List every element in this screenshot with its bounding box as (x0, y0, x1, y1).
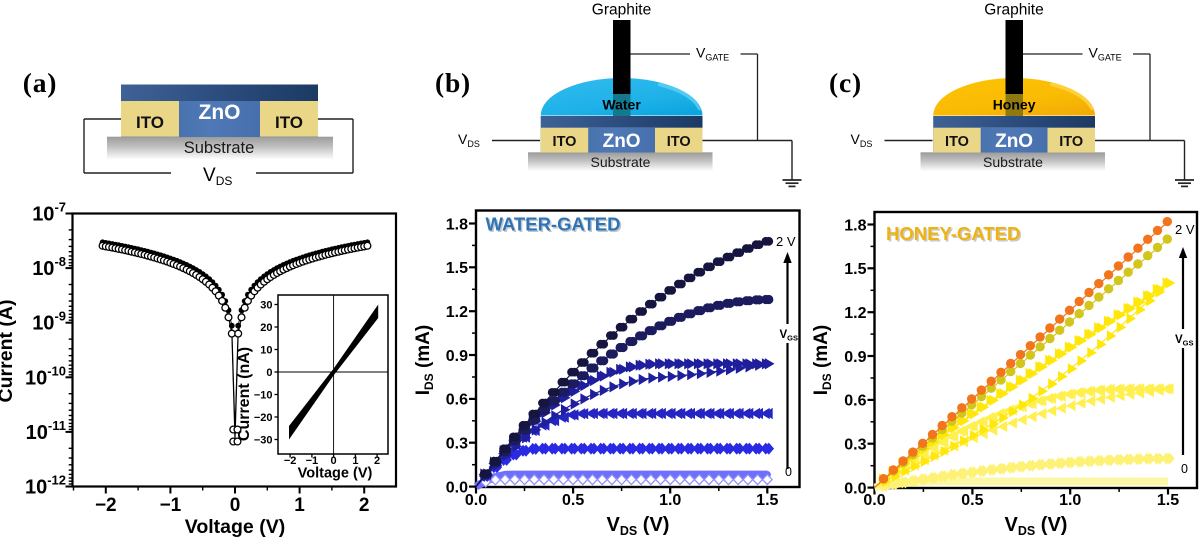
svg-text:0.9: 0.9 (844, 349, 866, 366)
svg-text:WATER-GATED: WATER-GATED (487, 215, 622, 236)
svg-text:0.0: 0.0 (446, 479, 468, 496)
svg-text:10-9: 10-9 (32, 309, 66, 335)
svg-text:0: 0 (1181, 462, 1188, 476)
svg-text:−2: −2 (284, 455, 297, 467)
svg-text:VGATE: VGATE (1089, 45, 1122, 63)
svg-text:−20: −20 (254, 412, 273, 424)
svg-text:Substrate: Substrate (983, 154, 1043, 170)
svg-text:10-12: 10-12 (25, 473, 66, 499)
svg-text:−10: −10 (254, 390, 273, 402)
svg-text:0.3: 0.3 (446, 436, 468, 453)
svg-text:IDS (mA): IDS (mA) (413, 325, 436, 396)
svg-text:−1: −1 (160, 495, 182, 516)
svg-text:0: 0 (230, 495, 241, 516)
svg-text:(b): (b) (435, 67, 471, 98)
svg-text:1: 1 (352, 455, 358, 467)
svg-text:2: 2 (359, 495, 370, 516)
svg-text:ITO: ITO (275, 113, 303, 132)
svg-text:0: 0 (785, 465, 792, 479)
svg-text:0.5: 0.5 (562, 492, 584, 509)
svg-text:ZnO: ZnO (603, 131, 641, 152)
svg-text:2 V: 2 V (1175, 222, 1195, 237)
svg-text:VGATE: VGATE (696, 45, 729, 63)
svg-text:0: 0 (331, 455, 337, 467)
svg-text:0.5: 0.5 (961, 492, 983, 509)
svg-text:ITO: ITO (1059, 134, 1083, 150)
svg-text:Voltage (V): Voltage (V) (185, 516, 285, 538)
svg-text:10-11: 10-11 (26, 418, 66, 444)
svg-text:0.6: 0.6 (446, 392, 468, 409)
svg-text:Substrate: Substrate (591, 154, 651, 170)
svg-text:20: 20 (260, 322, 272, 334)
svg-text:VDS (V): VDS (V) (607, 514, 670, 538)
svg-text:Current (nA): Current (nA) (236, 347, 253, 441)
svg-text:(c): (c) (829, 67, 862, 98)
svg-text:0.0: 0.0 (863, 492, 885, 509)
svg-text:−2: −2 (95, 495, 117, 516)
svg-text:−1: −1 (306, 455, 319, 467)
svg-text:1.0: 1.0 (1059, 492, 1081, 509)
svg-text:2 V: 2 V (776, 234, 796, 249)
svg-text:10-8: 10-8 (32, 254, 66, 280)
svg-text:IDS (mA): IDS (mA) (811, 325, 834, 396)
svg-text:10-10: 10-10 (25, 363, 66, 389)
svg-text:0.0: 0.0 (844, 480, 866, 497)
svg-text:HONEY-GATED: HONEY-GATED (888, 225, 1022, 246)
svg-text:0.0: 0.0 (465, 492, 487, 509)
svg-text:ITO: ITO (945, 134, 969, 150)
svg-text:Voltage (V): Voltage (V) (298, 466, 373, 482)
svg-text:Graphite: Graphite (984, 2, 1043, 19)
svg-text:HONEY-GATED: HONEY-GATED (886, 223, 1020, 244)
svg-text:1.5: 1.5 (446, 260, 468, 277)
svg-text:30: 30 (260, 300, 272, 312)
svg-text:ITO: ITO (553, 134, 577, 150)
svg-text:1.5: 1.5 (756, 492, 778, 509)
svg-text:1.8: 1.8 (844, 217, 866, 234)
svg-text:1.5: 1.5 (1157, 492, 1179, 509)
svg-text:VDS: VDS (203, 165, 232, 188)
svg-text:−30: −30 (254, 435, 273, 447)
svg-text:10: 10 (260, 345, 272, 357)
svg-text:0.9: 0.9 (446, 348, 468, 365)
svg-text:1.2: 1.2 (446, 304, 468, 321)
svg-text:1: 1 (294, 495, 305, 516)
svg-text:0.6: 0.6 (844, 393, 866, 410)
svg-text:2: 2 (374, 455, 380, 467)
svg-text:Honey: Honey (993, 97, 1036, 113)
svg-text:Current (A): Current (A) (0, 300, 17, 403)
svg-text:1.8: 1.8 (446, 216, 468, 233)
svg-text:ITO: ITO (667, 134, 691, 150)
svg-text:0.3: 0.3 (844, 437, 866, 454)
svg-text:Substrate: Substrate (184, 139, 255, 157)
svg-text:ZnO: ZnO (199, 101, 241, 124)
svg-text:1.2: 1.2 (844, 305, 866, 322)
svg-text:10-7: 10-7 (32, 200, 66, 226)
svg-text:(a): (a) (23, 67, 57, 98)
svg-text:ITO: ITO (136, 113, 164, 132)
svg-text:ZnO: ZnO (995, 131, 1033, 152)
svg-text:VDS: VDS (458, 131, 480, 149)
svg-text:1.5: 1.5 (844, 261, 866, 278)
svg-text:Water: Water (602, 97, 641, 113)
svg-text:VDS: VDS (851, 131, 873, 149)
svg-text:0: 0 (266, 367, 272, 379)
svg-text:Graphite: Graphite (592, 2, 651, 19)
svg-text:VDS (V): VDS (V) (1005, 514, 1068, 538)
svg-text:WATER-GATED: WATER-GATED (486, 214, 621, 235)
svg-text:1.0: 1.0 (659, 492, 681, 509)
